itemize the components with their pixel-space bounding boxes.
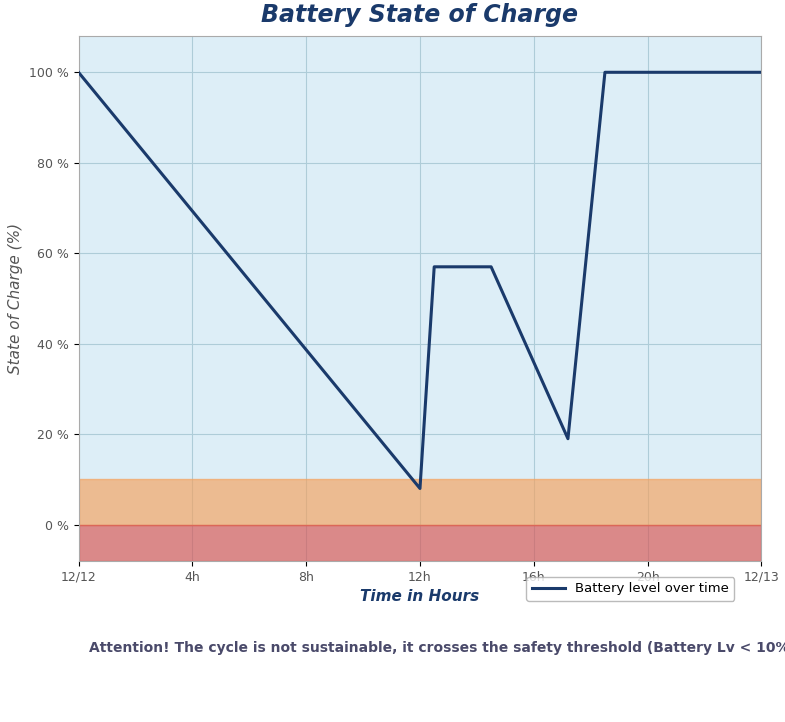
Legend: Battery level over time: Battery level over time bbox=[527, 577, 734, 601]
Bar bbox=[78, 479, 761, 525]
Text: Attention! The cycle is not sustainable, it crosses the safety threshold (Batter: Attention! The cycle is not sustainable,… bbox=[89, 641, 785, 656]
Bar bbox=[78, 525, 761, 561]
Text: Cycle not sustainable, no uptime allowed: Cycle not sustainable, no uptime allowed bbox=[89, 690, 430, 705]
X-axis label: Time in Hours: Time in Hours bbox=[360, 589, 480, 604]
Title: Battery State of Charge: Battery State of Charge bbox=[261, 3, 579, 27]
Y-axis label: State of Charge (%): State of Charge (%) bbox=[9, 223, 24, 374]
